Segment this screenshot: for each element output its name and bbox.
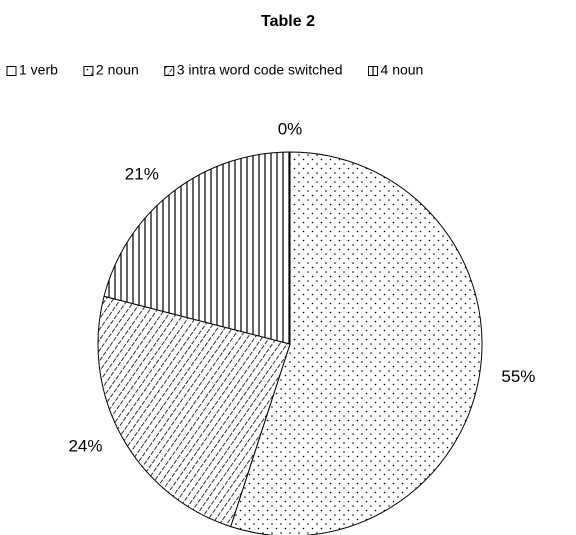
- data-label: 55%: [501, 367, 535, 386]
- pie-slice: [230, 151, 483, 535]
- legend-label: 4 noun: [381, 62, 424, 78]
- legend-label: 2 noun: [96, 62, 139, 78]
- legend-marker: [164, 66, 175, 76]
- legend-label: 3 intra word code switched: [177, 62, 343, 78]
- legend-marker: [368, 66, 379, 76]
- data-label: 0%: [278, 119, 303, 138]
- data-label: 24%: [68, 437, 102, 456]
- legend-label: 1 verb: [19, 62, 58, 78]
- legend-marker: [83, 66, 94, 76]
- legend-marker: [6, 66, 17, 76]
- data-label: 21%: [125, 164, 159, 183]
- chart-title: Table 2: [261, 13, 315, 30]
- pie-slice: [103, 151, 291, 345]
- pie-slice: [97, 295, 291, 528]
